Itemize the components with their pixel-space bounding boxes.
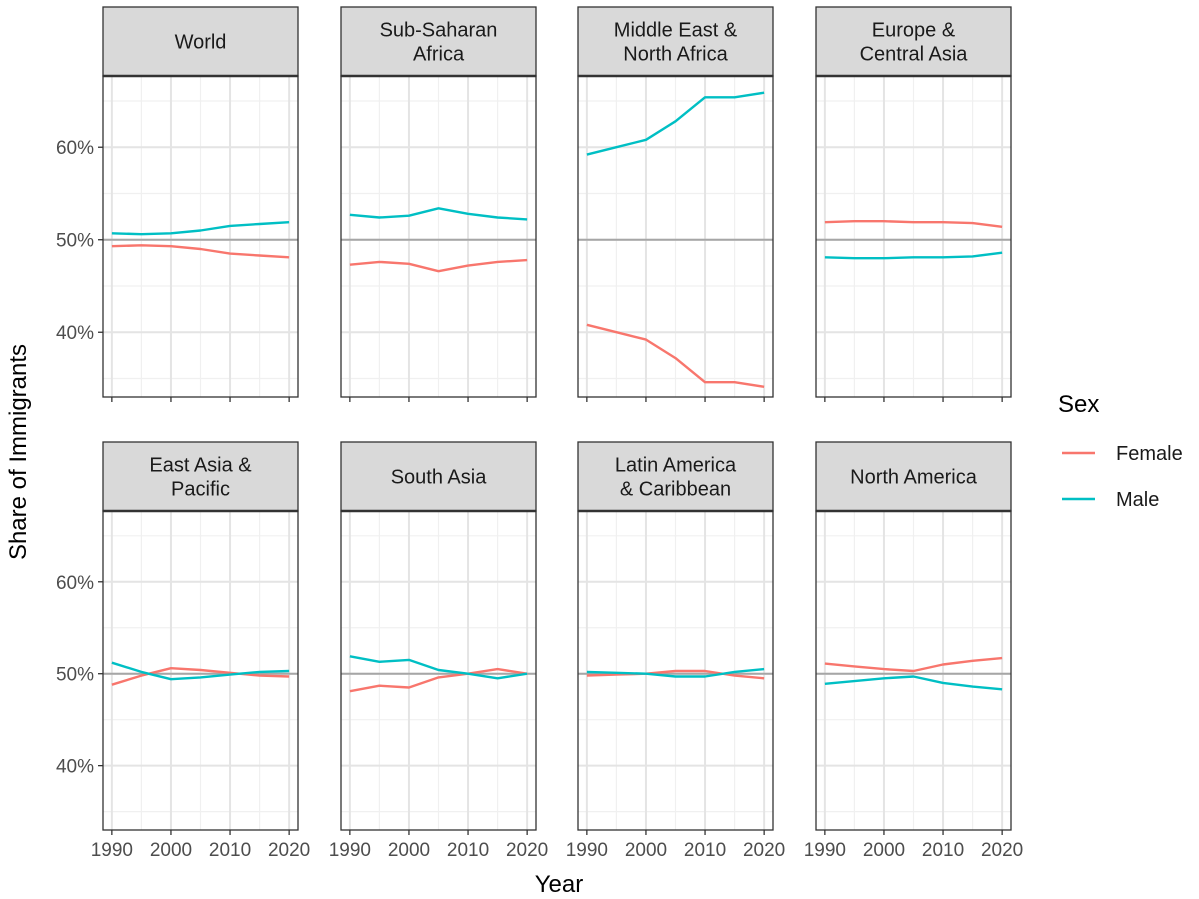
x-axis-title: Year [535, 871, 584, 898]
legend: Sex Female Male [1058, 391, 1183, 511]
facet-strip-label: Middle East & [614, 20, 738, 42]
facet-strip [102, 6, 299, 77]
x-tick-label: 2020 [268, 840, 310, 861]
series-line-male [824, 675, 1003, 691]
panel: Latin America& Caribbean [577, 441, 774, 831]
panel: Middle East &North Africa [577, 6, 774, 398]
panel: North America [815, 441, 1012, 831]
x-tick-label: 2020 [506, 840, 548, 861]
x-tick-label: 1990 [804, 840, 846, 861]
x-tick-label: 2020 [743, 840, 785, 861]
facet-strip-label: Pacific [171, 479, 230, 501]
series-line-female [824, 656, 1003, 673]
x-tick-label: 2000 [863, 840, 905, 861]
legend-label-female: Female [1116, 443, 1183, 465]
facet-strip [577, 441, 774, 512]
facet-strip-label: South Asia [391, 467, 488, 489]
y-tick-label: 50% [56, 665, 94, 686]
legend-label-male: Male [1116, 489, 1159, 511]
series-line-male [349, 207, 528, 221]
y-tick-label: 40% [56, 757, 94, 778]
x-tick-label: 1990 [91, 840, 133, 861]
y-tick-label: 40% [56, 323, 94, 344]
facet-strip [102, 441, 299, 512]
facet-strip-label: & Caribbean [620, 479, 731, 501]
facet-strip-label: North Africa [623, 44, 728, 66]
facet-strip-label: Sub-Saharan [380, 20, 498, 42]
x-tick-label: 2010 [684, 840, 726, 861]
series-line-female [349, 258, 528, 273]
series-line-male [111, 221, 290, 236]
x-tick-label: 1990 [566, 840, 608, 861]
series-line-male [586, 91, 765, 156]
facet-strip-label: East Asia & [149, 455, 252, 477]
series-line-female [586, 669, 765, 680]
axes-group: 40% 50% 60% 40% 50% 60% 1990 2000 2010 2020 1990 20… [56, 138, 1023, 861]
y-tick-label: 60% [56, 138, 94, 159]
facet-strip-label: Africa [413, 44, 465, 66]
y-tick-label: 60% [56, 573, 94, 594]
y-axis-title: Share of Immigrants [5, 344, 32, 560]
x-tick-label: 2000 [388, 840, 430, 861]
facet-strip-label: World [175, 32, 227, 54]
series-line-male [586, 667, 765, 678]
series-line-female [111, 667, 290, 686]
x-tick-label: 2000 [625, 840, 667, 861]
facet-strip [340, 6, 537, 77]
facet-strip [815, 6, 1012, 77]
series-line-female [824, 219, 1003, 228]
x-tick-label: 2010 [447, 840, 489, 861]
series-line-female [349, 667, 528, 693]
facet-strip [577, 6, 774, 77]
panel: South Asia [340, 441, 537, 831]
series-line-male [824, 251, 1003, 260]
facet-strip-label: Central Asia [860, 44, 969, 66]
facet-strip [815, 441, 1012, 512]
x-tick-label: 2020 [981, 840, 1023, 861]
y-tick-label: 50% [56, 231, 94, 252]
facet-strip-label: Europe & [872, 20, 956, 42]
panel: East Asia &Pacific [102, 441, 299, 831]
facet-strip [340, 441, 537, 512]
x-tick-label: 2000 [150, 840, 192, 861]
series-line-female [111, 244, 290, 259]
facet-strip-label: Latin America [615, 455, 737, 477]
series-line-female [586, 323, 765, 388]
x-tick-label: 2010 [922, 840, 964, 861]
legend-title: Sex [1058, 391, 1099, 418]
x-tick-label: 2010 [209, 840, 251, 861]
series-line-male [111, 661, 290, 681]
x-tick-label: 1990 [329, 840, 371, 861]
panel: World [102, 6, 299, 398]
panel: Europe &Central Asia [815, 6, 1012, 398]
facet-strip-label: North America [850, 467, 978, 489]
series-line-male [349, 655, 528, 680]
